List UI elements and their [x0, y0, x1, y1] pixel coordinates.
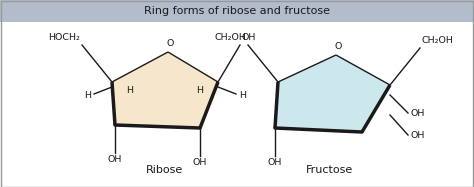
Text: H: H	[239, 91, 246, 99]
Text: OH: OH	[411, 108, 425, 117]
Text: H: H	[84, 91, 91, 99]
Polygon shape	[275, 55, 390, 132]
Text: HOCH₂: HOCH₂	[48, 33, 80, 42]
Text: OH: OH	[108, 155, 122, 164]
Text: O: O	[334, 42, 342, 51]
Text: Ring forms of ribose and fructose: Ring forms of ribose and fructose	[144, 6, 330, 16]
Text: Fructose: Fructose	[306, 165, 354, 175]
Text: OH: OH	[268, 158, 282, 167]
Text: O: O	[166, 39, 173, 48]
Text: H: H	[127, 85, 134, 94]
Text: OH: OH	[242, 33, 256, 42]
Text: CH₂OH: CH₂OH	[214, 33, 246, 42]
Text: H: H	[197, 85, 203, 94]
Text: Ribose: Ribose	[146, 165, 183, 175]
Text: OH: OH	[193, 158, 207, 167]
Text: CH₂OH: CH₂OH	[422, 36, 454, 45]
Polygon shape	[112, 52, 218, 128]
Text: OH: OH	[411, 131, 425, 140]
Bar	[0, 0, 474, 22]
